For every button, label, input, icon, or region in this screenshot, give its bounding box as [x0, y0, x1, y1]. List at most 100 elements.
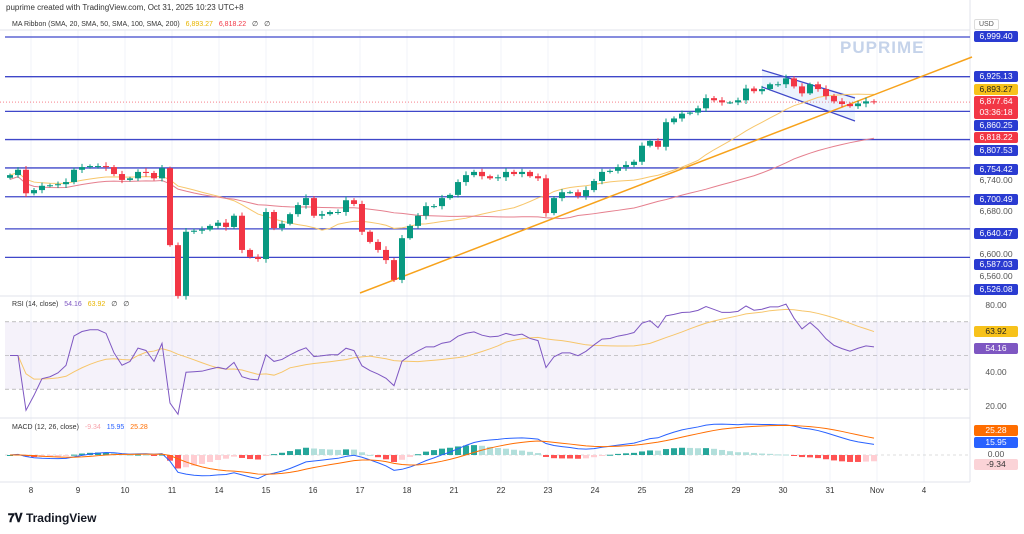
candle-body	[655, 140, 661, 147]
macd-histogram-bar	[327, 449, 333, 455]
macd-histogram-bar	[503, 448, 509, 455]
ma-ribbon-value-1: 6,893.27	[185, 21, 213, 28]
level-badge: 6,807.53	[974, 145, 1018, 156]
time-label: 22	[496, 486, 506, 495]
macd-histogram-bar	[663, 449, 669, 455]
candle-body	[159, 168, 165, 179]
level-badge: 6,860.25	[974, 120, 1018, 131]
time-label: 17	[355, 486, 365, 495]
candle-body	[47, 185, 53, 187]
candle-body	[583, 190, 589, 196]
ma-ribbon-value-2: 6,818.22	[218, 21, 247, 28]
candle-body	[687, 112, 693, 114]
candle-body	[31, 190, 37, 194]
macd-histogram-bar	[823, 455, 829, 460]
candle-body	[863, 101, 869, 104]
rsi-tick: 20.00	[985, 401, 1007, 411]
macd-histogram-bar	[847, 455, 853, 462]
macd-histogram-bar	[319, 449, 325, 455]
macd-histogram-bar	[431, 450, 437, 455]
candle-body	[247, 249, 253, 257]
brand-name: TradingView	[25, 511, 97, 525]
rsi-value-4: ∅	[123, 301, 130, 308]
macd-histogram-bar	[767, 453, 773, 455]
candle-body	[79, 167, 85, 170]
macd-histogram-bar	[775, 454, 781, 456]
candle-body	[815, 84, 821, 90]
axis-tick: 6,680.00	[979, 206, 1013, 216]
macd-histogram-bar	[759, 453, 765, 455]
candle-body	[183, 231, 189, 296]
candle-body	[215, 222, 221, 226]
candle-body	[7, 175, 13, 178]
time-label: 8	[28, 486, 34, 495]
macd-histogram-bar	[343, 449, 349, 455]
macd-histogram-bar	[607, 454, 613, 456]
candle-body	[767, 84, 773, 90]
candle-body	[383, 249, 389, 261]
time-label: 15	[261, 486, 271, 495]
macd-histogram-bar	[631, 452, 637, 455]
candle-body	[367, 231, 373, 242]
macd-histogram-bar	[311, 448, 317, 455]
macd-histogram-bar	[591, 455, 597, 458]
candle-body	[711, 98, 717, 101]
candle-body	[671, 118, 677, 123]
ma-ribbon-label: MA Ribbon (SMA, 20, SMA, 50, SMA, 100, S…	[12, 21, 180, 28]
macd-signal-badge: 25.28	[974, 425, 1018, 436]
macd-histogram-bar	[439, 448, 445, 455]
rsi-label: RSI (14, close)	[12, 301, 59, 308]
candle-body	[551, 198, 557, 214]
candle-body	[351, 200, 357, 204]
macd-histogram-bar	[183, 455, 189, 468]
sma50-line	[9, 137, 875, 220]
macd-histogram-bar	[447, 447, 453, 455]
macd-histogram-bar	[703, 448, 709, 455]
currency-label[interactable]: USD	[974, 19, 999, 30]
macd-histogram-bar	[223, 455, 229, 459]
macd-histogram-bar	[647, 450, 653, 455]
macd-histogram-bar	[399, 455, 405, 460]
candle-body	[151, 172, 157, 179]
countdown: 03:36:18	[979, 107, 1013, 117]
tradingview-logo[interactable]: 𝟕𝐕 TradingView	[8, 511, 96, 526]
candle-body	[511, 171, 517, 175]
macd-histogram-bar	[111, 453, 117, 455]
macd-legend: MACD (12, 26, close) -9.34 15.95 25.28	[12, 424, 152, 431]
channel-lower-line	[761, 86, 856, 122]
candle-body	[727, 102, 733, 104]
rsi-ma-badge: 63.92	[974, 326, 1018, 337]
macd-histogram-bar	[271, 454, 277, 456]
candle-body	[71, 169, 77, 183]
candle-body	[575, 192, 581, 196]
ma-ribbon-legend: MA Ribbon (SMA, 20, SMA, 50, SMA, 100, S…	[12, 20, 274, 28]
candle-body	[735, 100, 741, 103]
macd-histogram-bar	[551, 455, 557, 459]
candle-body	[399, 238, 405, 280]
macd-histogram-bar	[695, 448, 701, 455]
macd-histogram-bar	[639, 451, 645, 455]
macd-histogram-bar	[231, 455, 237, 457]
macd-histogram-bar	[671, 448, 677, 455]
candle-body	[279, 223, 285, 229]
macd-histogram-bar	[423, 451, 429, 455]
candle-body	[543, 178, 549, 214]
candle-body	[39, 185, 45, 191]
time-label: 14	[214, 486, 224, 495]
candle-body	[471, 171, 477, 176]
rsi-value: 54.16	[64, 301, 82, 308]
macd-histogram-bar	[95, 452, 101, 455]
candle-body	[303, 198, 309, 206]
candle-body	[871, 101, 877, 103]
candle-body	[391, 260, 397, 280]
macd-histogram-bar	[383, 455, 389, 460]
candle-body	[207, 225, 213, 230]
macd-histogram-bar	[679, 447, 685, 455]
candle-body	[639, 145, 645, 162]
macd-histogram-bar	[103, 452, 109, 455]
created-by-text: puprime created with TradingView.com, Oc…	[6, 3, 244, 12]
candle-body	[135, 171, 141, 179]
macd-histogram-bar	[487, 446, 493, 455]
candle-body	[191, 230, 197, 232]
